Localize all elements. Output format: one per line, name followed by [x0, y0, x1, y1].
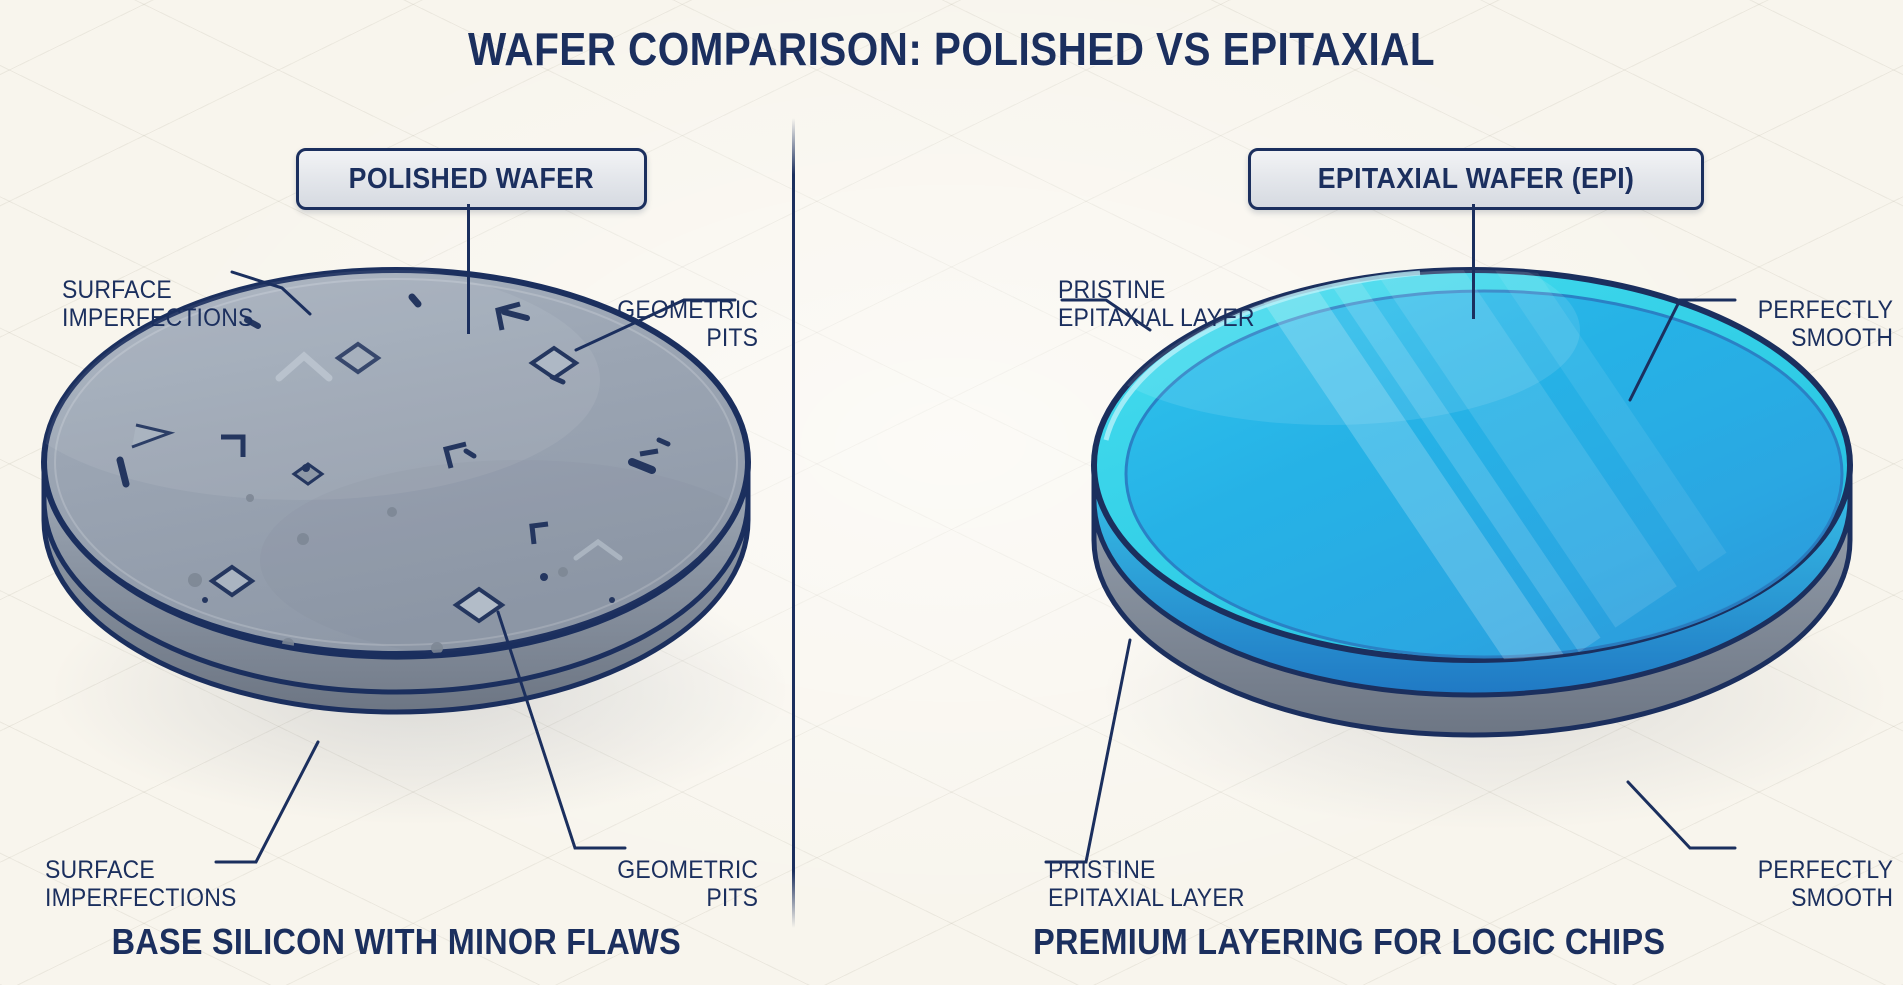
annotation-perfectly-smooth-top: PERFECTLY SMOOTH — [1757, 296, 1893, 352]
annotation-surface-imperfections-top: SURFACE IMPERFECTIONS — [62, 276, 254, 332]
annotation-pristine-epitaxial-layer-bottom: PRISTINE EPITAXIAL LAYER — [1048, 856, 1245, 912]
caption-right-panel: PREMIUM LAYERING FOR LOGIC CHIPS — [1032, 921, 1666, 962]
badge-epitaxial-stem — [1472, 204, 1475, 319]
badge-polished-stem — [467, 204, 470, 334]
annotation-perfectly-smooth-bottom: PERFECTLY SMOOTH — [1757, 856, 1893, 912]
badge-polished-wafer[interactable]: POLISHED WAFER — [296, 148, 647, 210]
annotation-geometric-pits-top: GEOMETRIC PITS — [617, 296, 758, 352]
annotation-geometric-pits-bottom: GEOMETRIC PITS — [617, 856, 758, 912]
page-title: WAFER COMPARISON: POLISHED VS EPITAXIAL — [467, 23, 1436, 75]
caption-left-panel: BASE SILICON WITH MINOR FLAWS — [111, 921, 681, 962]
badge-polished-label: POLISHED WAFER — [348, 162, 595, 195]
panel-divider — [792, 118, 795, 928]
annotation-surface-imperfections-bottom: SURFACE IMPERFECTIONS — [45, 856, 237, 912]
badge-epitaxial-label: EPITAXIAL WAFER (EPI) — [1317, 162, 1635, 195]
annotation-pristine-epitaxial-layer-top: PRISTINE EPITAXIAL LAYER — [1058, 276, 1255, 332]
badge-epitaxial-wafer[interactable]: EPITAXIAL WAFER (EPI) — [1248, 148, 1704, 210]
